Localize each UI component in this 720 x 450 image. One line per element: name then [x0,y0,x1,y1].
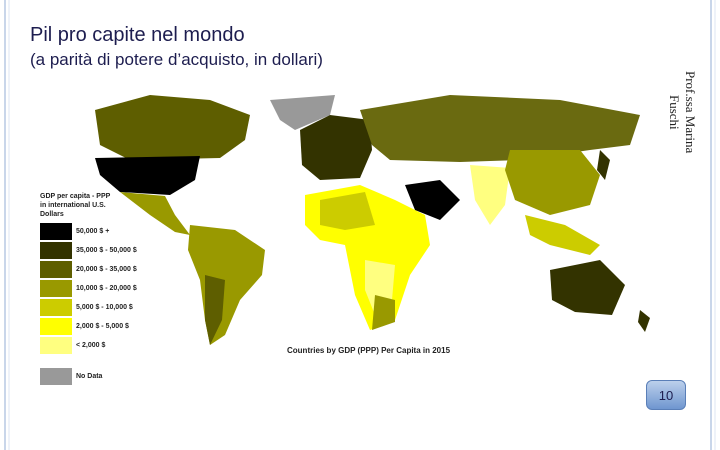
legend-item: No Data [40,368,160,385]
legend-swatch [40,368,72,385]
legend-swatch [40,261,72,278]
legend-title: GDP per capita - PPP in international U.… [40,193,111,218]
legend-label: No Data [76,373,103,380]
legend-swatch [40,299,72,316]
legend-item: 10,000 $ - 20,000 $ [40,280,160,297]
author: Prof.ssa Marina Fuschi [667,70,698,154]
legend-swatch [40,280,72,297]
page-number: 10 [646,380,686,410]
legend-item: < 2,000 $ [40,337,160,354]
slide-subtitle: (a parità di potere d’acquisto, in dolla… [30,50,323,69]
legend-label: 10,000 $ - 20,000 $ [76,285,137,292]
legend-label: 2,000 $ - 5,000 $ [76,323,129,330]
map-caption: Countries by GDP (PPP) Per Capita in 201… [287,346,451,355]
legend-label: 20,000 $ - 35,000 $ [76,266,137,273]
legend-item: 35,000 $ - 50,000 $ [40,242,160,259]
legend-label: 50,000 $ + [76,228,110,235]
legend-item: 20,000 $ - 35,000 $ [40,261,160,278]
legend-swatch [40,223,72,240]
legend-item: 5,000 $ - 10,000 $ [40,299,160,316]
world-map [95,95,650,345]
legend-label: 35,000 $ - 50,000 $ [76,247,137,254]
legend-item: 2,000 $ - 5,000 $ [40,318,160,335]
legend-label: < 2,000 $ [76,342,106,349]
slide-title: Pil pro capite nel mondo [30,24,245,46]
legend-swatch [40,242,72,259]
legend-label: 5,000 $ - 10,000 $ [76,304,133,311]
legend-item: 50,000 $ + [40,223,160,240]
legend-swatch [40,337,72,354]
map-legend: GDP per capita - PPP in international U.… [40,192,160,387]
legend-swatch [40,318,72,335]
